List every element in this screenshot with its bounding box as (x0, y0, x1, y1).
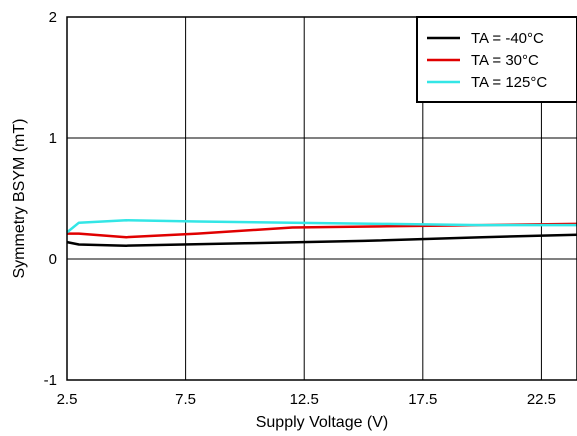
x-tick-label: 17.5 (408, 391, 437, 408)
y-tick-label: 1 (49, 130, 57, 147)
legend: TA = -40°C TA = 30°C TA = 125°C (416, 16, 577, 103)
x-tick-label: 7.5 (175, 391, 196, 408)
x-tick-labels: 2.5 7.5 12.5 17.5 22.5 (57, 391, 556, 408)
x-axis-label: Supply Voltage (V) (256, 414, 389, 431)
y-axis-label: Symmetry BSYM (mT) (11, 119, 28, 279)
legend-label-1: TA = 30°C (471, 52, 539, 69)
x-tick-label: 22.5 (527, 391, 556, 408)
series-line-2 (66, 219, 577, 234)
plot-frame (66, 16, 577, 381)
legend-label-0: TA = -40°C (471, 30, 544, 47)
y-tick-label: -1 (44, 372, 57, 389)
series-line-0 (66, 233, 577, 247)
legend-label-2: TA = 125°C (471, 74, 547, 91)
y-tick-label: 0 (49, 251, 57, 268)
y-tick-labels: -1 0 1 2 (44, 9, 57, 389)
x-tick-label: 2.5 (57, 391, 78, 408)
y-tick-label: 2 (49, 9, 57, 26)
x-tick-label: 12.5 (290, 391, 319, 408)
series-lines (66, 219, 577, 247)
